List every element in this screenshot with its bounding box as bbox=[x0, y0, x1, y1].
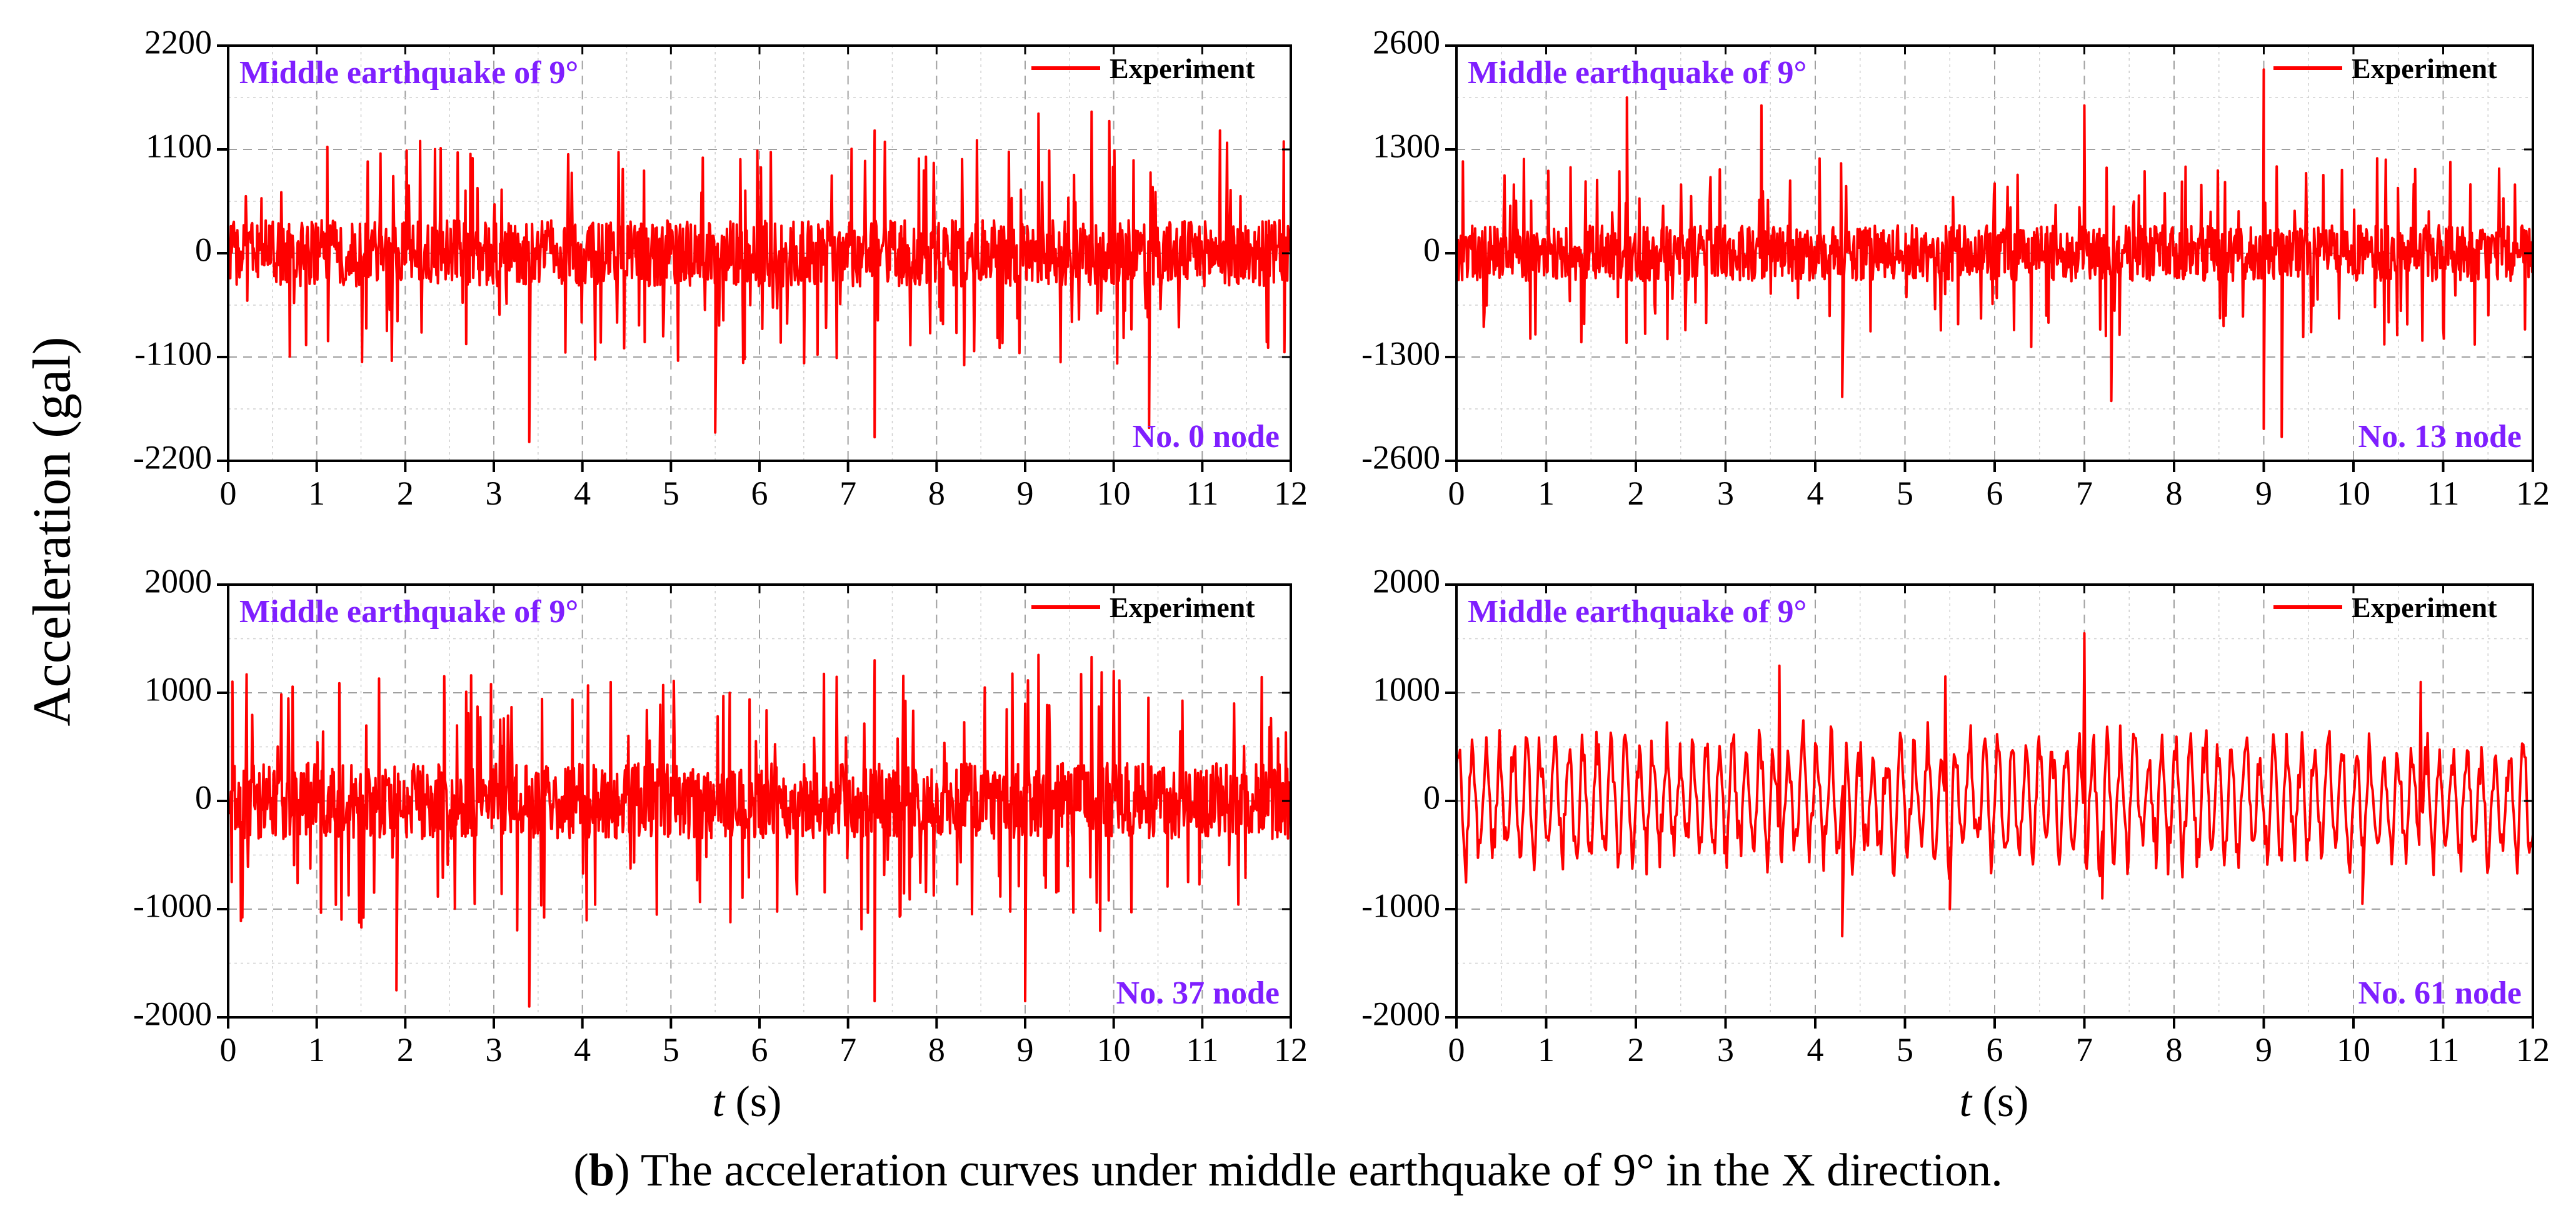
x-tick-label: 4 bbox=[574, 475, 591, 512]
x-tick-label: 6 bbox=[1987, 475, 2003, 512]
x-tick-label: 1 bbox=[308, 1031, 325, 1069]
series-line-experiment bbox=[1455, 68, 2534, 438]
x-tick-label: 8 bbox=[2166, 1031, 2183, 1069]
x-tick-label: 0 bbox=[1448, 475, 1465, 512]
x-tick-label: 10 bbox=[2337, 1031, 2370, 1069]
x-tick-label: 6 bbox=[751, 475, 768, 512]
x-tick-label: 1 bbox=[1538, 1031, 1555, 1069]
x-tick-label: 2 bbox=[1628, 475, 1645, 512]
node-label: No. 13 node bbox=[2358, 419, 2522, 455]
x-tick-label: 12 bbox=[1274, 1031, 1308, 1069]
legend-label-experiment: Experiment bbox=[1110, 53, 1255, 84]
node-label: No. 61 node bbox=[2358, 975, 2522, 1011]
y-tick-label: 0 bbox=[1423, 231, 1440, 268]
legend-label-experiment: Experiment bbox=[2352, 53, 2497, 84]
x-tick-label: 11 bbox=[2427, 475, 2460, 512]
x-tick-label: 4 bbox=[1807, 475, 1824, 512]
x-tick-label: 9 bbox=[2255, 475, 2272, 512]
x-tick-label: 9 bbox=[1017, 1031, 1034, 1069]
x-tick-label: 9 bbox=[1017, 475, 1034, 512]
y-tick-label: 2000 bbox=[144, 562, 212, 600]
x-tick-label: 8 bbox=[2166, 475, 2183, 512]
x-tick-label: 8 bbox=[928, 1031, 945, 1069]
x-tick-label: 3 bbox=[486, 1031, 503, 1069]
x-tick-label: 5 bbox=[1897, 475, 1913, 512]
x-tick-label: 2 bbox=[397, 475, 414, 512]
x-tick-label: 11 bbox=[1186, 1031, 1218, 1069]
x-tick-label: 4 bbox=[1807, 1031, 1824, 1069]
x-tick-label: 11 bbox=[2427, 1031, 2460, 1069]
chart-panel-no-0-node: 0 1 2 3 4 5 6 7 8 9 10 11 12220011000-1100-2200Middl… bbox=[133, 23, 1308, 512]
x-tick-label: 3 bbox=[1717, 1031, 1734, 1069]
x-tick-label: 2 bbox=[1628, 1031, 1645, 1069]
x-tick-label: 0 bbox=[220, 1031, 237, 1069]
y-tick-label: 2200 bbox=[144, 23, 212, 61]
series-line-experiment bbox=[1455, 632, 2534, 938]
y-tick-label: 1100 bbox=[146, 127, 212, 164]
y-tick-label: -2000 bbox=[133, 995, 212, 1032]
x-tick-label: 10 bbox=[1097, 1031, 1131, 1069]
x-tick-label: 8 bbox=[928, 475, 945, 512]
legend-label-experiment: Experiment bbox=[2352, 591, 2497, 623]
y-tick-label: 1000 bbox=[144, 670, 212, 708]
y-tick-label: 1300 bbox=[1373, 127, 1440, 164]
x-tick-label: 9 bbox=[2255, 1031, 2272, 1069]
x-tick-label: 12 bbox=[1274, 475, 1308, 512]
y-tick-label: -1000 bbox=[133, 887, 212, 924]
x-tick-label: 7 bbox=[2076, 475, 2093, 512]
chart-panel-no-37-node: 0 1 2 3 4 5 6 7 8 9 10 11 12200010000-1000-2000Middl… bbox=[133, 562, 1308, 1069]
y-tick-label: -2600 bbox=[1361, 438, 1440, 476]
x-tick-label: 5 bbox=[663, 1031, 679, 1069]
chart-title: Middle earthquake of 9° bbox=[239, 55, 578, 91]
y-tick-label: 0 bbox=[195, 778, 212, 816]
x-tick-label: 7 bbox=[2076, 1031, 2093, 1069]
y-tick-label: -1000 bbox=[1361, 887, 1440, 924]
caption-letter: b bbox=[588, 1145, 615, 1196]
x-axis-label-left: t (s) bbox=[713, 1078, 782, 1126]
figure-caption: (b) The acceleration curves under middle… bbox=[573, 1145, 2003, 1196]
x-tick-label: 7 bbox=[839, 475, 856, 512]
node-label: No. 37 node bbox=[1116, 975, 1280, 1011]
x-tick-label: 12 bbox=[2516, 475, 2550, 512]
chart-title: Middle earthquake of 9° bbox=[1468, 594, 1807, 630]
y-tick-label: -2200 bbox=[133, 438, 212, 476]
y-tick-label: 0 bbox=[195, 231, 212, 268]
series-line-experiment bbox=[227, 110, 1292, 443]
y-tick-label: 1000 bbox=[1373, 670, 1440, 708]
x-tick-label: 2 bbox=[397, 1031, 414, 1069]
y-tick-label: -1100 bbox=[134, 335, 212, 372]
x-tick-label: 4 bbox=[574, 1031, 591, 1069]
x-tick-label: 5 bbox=[663, 475, 679, 512]
chart-title: Middle earthquake of 9° bbox=[239, 594, 578, 630]
x-tick-label: 0 bbox=[220, 475, 237, 512]
x-tick-label: 10 bbox=[2337, 475, 2370, 512]
caption-text: ) The acceleration curves under middle e… bbox=[614, 1145, 2003, 1196]
y-tick-label: 2000 bbox=[1373, 562, 1440, 600]
legend-label-experiment: Experiment bbox=[1110, 591, 1255, 623]
y-tick-label: -1300 bbox=[1361, 335, 1440, 372]
x-tick-label: 7 bbox=[839, 1031, 856, 1069]
x-tick-label: 5 bbox=[1897, 1031, 1913, 1069]
x-tick-label: 1 bbox=[308, 475, 325, 512]
chart-title: Middle earthquake of 9° bbox=[1468, 55, 1807, 91]
x-tick-label: 3 bbox=[1717, 475, 1734, 512]
x-axis-label-right: t (s) bbox=[1960, 1078, 2029, 1126]
x-tick-label: 3 bbox=[486, 475, 503, 512]
x-tick-label: 6 bbox=[1987, 1031, 2003, 1069]
chart-panel-no-13-node: 0 1 2 3 4 5 6 7 8 9 10 11 12260013000-1300-2600Middl… bbox=[1361, 23, 2550, 512]
node-label: No. 0 node bbox=[1133, 419, 1280, 455]
y-axis-label: Acceleration (gal) bbox=[22, 336, 82, 726]
x-tick-label: 11 bbox=[1186, 475, 1218, 512]
chart-panel-no-61-node: 0 1 2 3 4 5 6 7 8 9 10 11 12200010000-1000-2000Middl… bbox=[1361, 562, 2550, 1069]
y-tick-label: -2000 bbox=[1361, 995, 1440, 1032]
x-tick-label: 12 bbox=[2516, 1031, 2550, 1069]
x-tick-label: 1 bbox=[1538, 475, 1555, 512]
x-tick-label: 0 bbox=[1448, 1031, 1465, 1069]
y-tick-label: 2600 bbox=[1373, 23, 1440, 61]
x-tick-label: 10 bbox=[1097, 475, 1131, 512]
x-tick-label: 6 bbox=[751, 1031, 768, 1069]
y-tick-label: 0 bbox=[1423, 778, 1440, 816]
series-line-experiment bbox=[227, 653, 1292, 1008]
